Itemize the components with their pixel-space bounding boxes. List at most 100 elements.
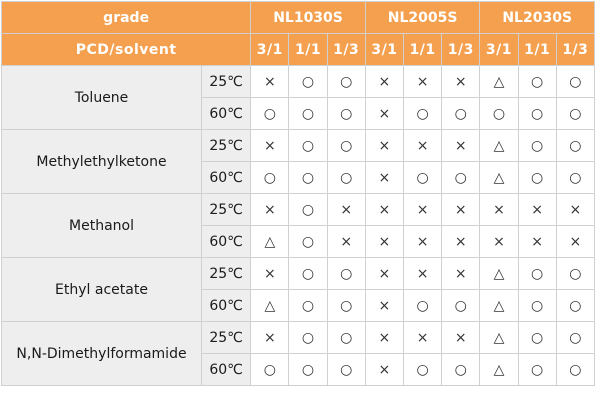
solubility-mark: × [250,65,290,98]
solubility-mark: × [364,289,405,322]
solubility-mark: × [364,65,405,98]
solubility-mark: ○ [517,129,557,162]
solubility-mark: × [364,161,405,194]
solubility-mark: ○ [288,353,328,386]
solubility-mark: △ [479,65,519,98]
solubility-mark: ○ [555,97,596,130]
solubility-mark: ○ [288,225,328,258]
solubility-mark: △ [250,289,290,322]
solubility-mark: ○ [517,321,557,354]
grade-nl2005s: NL2005S [364,1,481,34]
temperature-cell: 25℃ [200,193,252,226]
solubility-mark: ○ [288,161,328,194]
solubility-mark: ○ [326,321,366,354]
table-row: Ethyl acetate 25℃ × ○ ○ × × × △ ○ ○ [1,257,596,322]
grade-nl2030s: NL2030S [479,1,595,34]
temperature-cell: 60℃ [200,225,252,258]
solubility-mark: ○ [288,129,328,162]
solubility-mark: ○ [288,97,328,130]
solubility-mark: × [441,129,481,162]
solubility-mark: × [326,193,366,226]
ratio-header: 3/1 [250,33,290,66]
solubility-mark: ○ [326,161,366,194]
solubility-mark: × [402,257,443,290]
solubility-mark: ○ [555,353,596,386]
solubility-mark: △ [479,257,519,290]
solubility-mark: ○ [288,193,328,226]
solubility-mark: × [441,257,481,290]
solubility-mark: × [555,225,596,258]
solubility-mark: × [364,353,405,386]
temperature-cell: 60℃ [200,353,252,386]
solubility-mark: ○ [555,129,596,162]
solubility-mark: ○ [479,97,519,130]
table-row: 60℃ △ ○ × × × × × × × [2,225,596,258]
solubility-mark: ○ [555,257,596,290]
solubility-mark: ○ [517,161,557,194]
ratio-header-row: PCD/solvent 3/1 1/1 1/3 3/1 1/1 1/3 3/1 … [0,33,596,66]
solubility-mark: × [250,257,290,290]
solubility-mark: × [364,97,405,130]
solvent-name: Ethyl acetate [1,257,202,322]
solubility-mark: × [364,129,405,162]
solvent-name: Toluene [1,65,202,130]
solubility-mark: × [364,225,405,258]
solubility-mark: △ [479,289,519,322]
solubility-mark: ○ [326,97,366,130]
table-row: N,N-Dimethylformamide 25℃ × ○ ○ × × × △ ○ ○ [1,321,596,386]
temperature-cell: 25℃ [200,257,252,290]
solubility-mark: × [555,193,596,226]
solubility-mark: × [402,65,443,98]
solubility-mark: × [517,193,557,226]
ratio-header: 1/3 [326,33,366,66]
solubility-mark: × [364,193,405,226]
solubility-mark: ○ [441,353,481,386]
solubility-mark: △ [479,353,519,386]
solvent-name: Methylethylketone [1,129,202,194]
solubility-mark: × [479,225,519,258]
solubility-mark: ○ [441,289,481,322]
ratio-header: 3/1 [364,33,405,66]
temperature-cell: 60℃ [200,161,252,194]
solubility-mark: ○ [517,289,557,322]
solubility-mark: × [364,321,405,354]
solubility-mark: ○ [555,65,596,98]
solubility-mark: ○ [288,289,328,322]
solubility-mark: × [364,257,405,290]
solubility-mark: △ [250,225,290,258]
temperature-cell: 60℃ [200,289,252,322]
solubility-mark: × [250,321,290,354]
solubility-mark: ○ [326,353,366,386]
solubility-mark: ○ [288,257,328,290]
solubility-mark: ○ [250,97,290,130]
solubility-mark: ○ [326,257,366,290]
grade-label: grade [0,1,252,34]
solubility-mark: ○ [517,97,557,130]
temperature-cell: 25℃ [200,321,252,354]
solubility-mark: ○ [517,353,557,386]
solubility-mark: ○ [555,289,596,322]
solubility-mark: ○ [326,129,366,162]
solubility-mark: ○ [250,161,290,194]
solvent-name: N,N-Dimethylformamide [1,321,202,386]
solubility-mark: ○ [517,257,557,290]
temperature-cell: 25℃ [200,65,252,98]
pcd-solvent-label: PCD/solvent [0,33,252,66]
solubility-mark: ○ [441,161,481,194]
ratio-header: 1/3 [555,33,596,66]
solubility-mark: ○ [288,321,328,354]
solubility-mark: × [326,225,366,258]
solvent-name: Methanol [1,193,202,258]
solubility-mark: × [250,129,290,162]
solubility-mark: ○ [326,289,366,322]
temperature-cell: 25℃ [200,129,252,162]
ratio-header: 1/1 [288,33,328,66]
solubility-table: grade NL1030S NL2005S NL2030S PCD/solven… [0,1,596,386]
solubility-mark: × [479,193,519,226]
solubility-mark: × [441,65,481,98]
solubility-mark: ○ [402,289,443,322]
solubility-mark: △ [479,321,519,354]
ratio-header: 1/3 [441,33,481,66]
solubility-mark: ○ [441,97,481,130]
solubility-mark: ○ [402,97,443,130]
